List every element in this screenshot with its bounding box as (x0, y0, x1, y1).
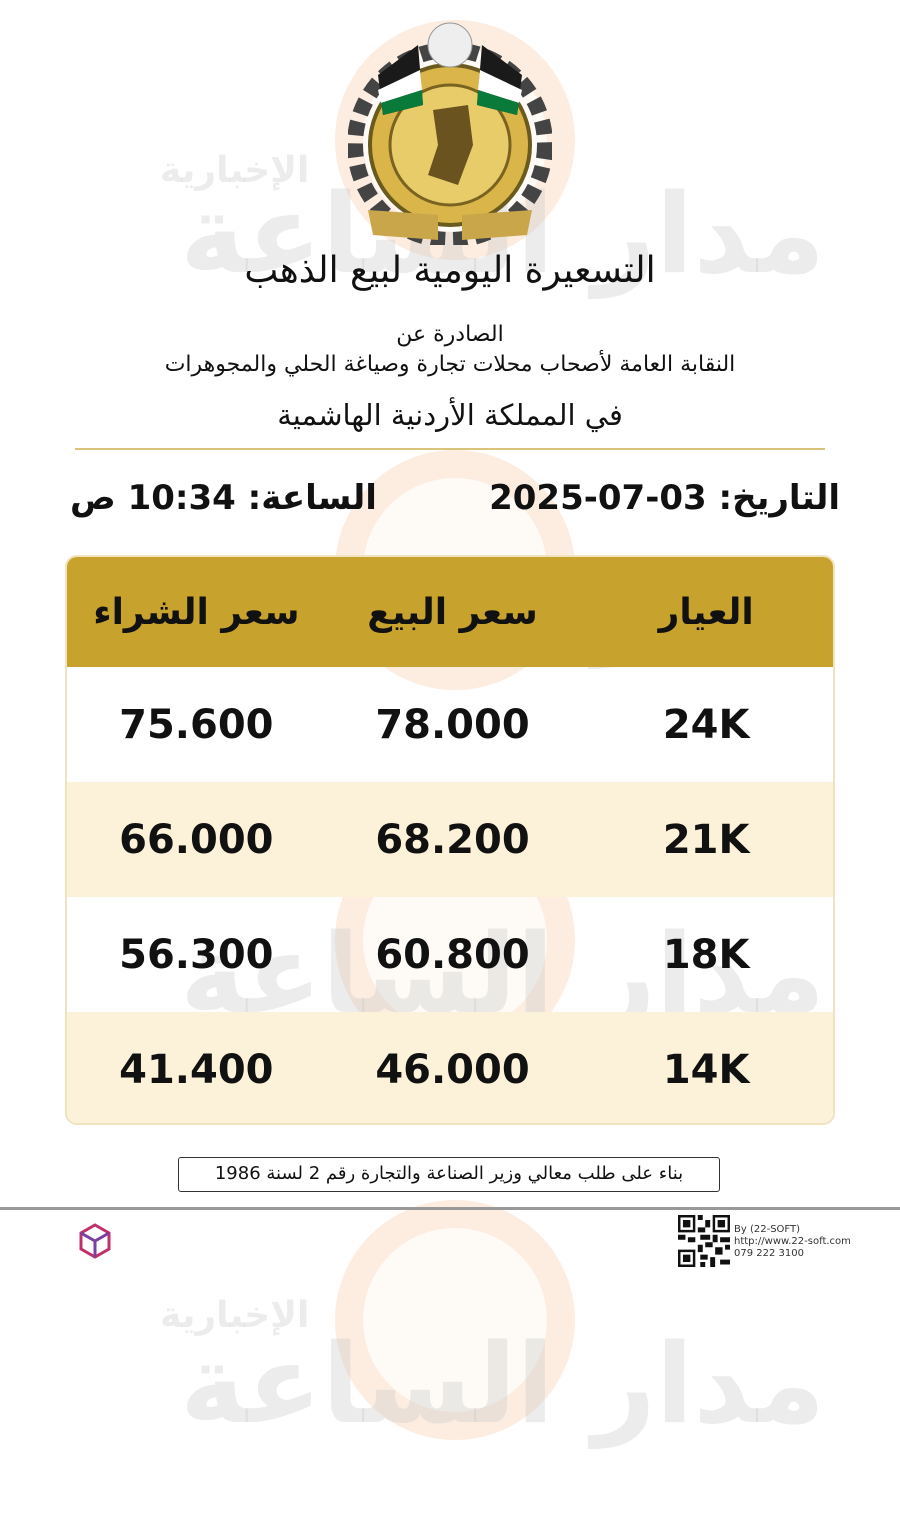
buy-price: 41.400 (119, 1046, 274, 1093)
header-karat: العيار (658, 591, 754, 633)
table-row: 14K 46.000 41.400 (67, 1012, 833, 1123)
page-title: التسعيرة اليومية لبيع الذهب (244, 250, 656, 291)
date-value: 03-07-2025 (489, 478, 707, 518)
buy-price: 56.300 (119, 931, 274, 978)
watermark-sub: الإخبارية (160, 1295, 310, 1336)
sell-price: 60.800 (375, 931, 530, 978)
country-name: في المملكة الأردنية الهاشمية (277, 398, 623, 432)
table-row: 24K 78.000 75.600 (67, 667, 833, 782)
buy-price: 66.000 (119, 816, 274, 863)
qr-code-icon (678, 1215, 730, 1267)
table-row: 18K 60.800 56.300 (67, 897, 833, 1012)
buy-price: 75.600 (119, 701, 274, 748)
sell-price: 46.000 (375, 1046, 530, 1093)
footer-credit: By (22-SOFT) http://www.22-soft.com 079 … (734, 1224, 851, 1260)
header-buy: سعر الشراء (93, 591, 300, 633)
date-time-row: التاريخ: 03-07-2025 الساعة: 10:34 ص (70, 478, 840, 518)
sell-price: 68.200 (375, 816, 530, 863)
table-header: العيار سعر البيع سعر الشراء (67, 557, 833, 667)
time-label: الساعة: (247, 478, 377, 518)
date: التاريخ: 03-07-2025 (489, 478, 840, 518)
credit-phone: 079 222 3100 (734, 1248, 804, 1259)
issued-by: الصادرة عن (396, 322, 504, 347)
time: الساعة: 10:34 ص (70, 478, 377, 518)
clock-watermark (335, 1200, 575, 1440)
credit-by: By (22-SOFT) (734, 1224, 800, 1235)
karat: 24K (662, 701, 750, 748)
divider (75, 448, 825, 450)
union-name: النقابة العامة لأصحاب محلات تجارة وصياغة… (164, 352, 736, 377)
karat: 18K (662, 931, 750, 978)
time-value: 10:34 ص (70, 478, 236, 518)
karat: 14K (662, 1046, 750, 1093)
union-logo (348, 22, 552, 245)
credit-url[interactable]: http://www.22-soft.com (734, 1236, 851, 1247)
software-logo (79, 1223, 111, 1259)
footer-divider (0, 1207, 900, 1210)
karat: 21K (662, 816, 750, 863)
watermark-sub: الإخبارية (160, 150, 310, 191)
header-sell: سعر البيع (367, 591, 538, 633)
sell-price: 78.000 (375, 701, 530, 748)
legal-note: بناء على طلب معالي وزير الصناعة والتجارة… (178, 1157, 720, 1192)
date-label: التاريخ: (718, 478, 840, 518)
table-row: 21K 68.200 66.000 (67, 782, 833, 897)
price-table: العيار سعر البيع سعر الشراء 24K 78.000 7… (65, 555, 835, 1125)
